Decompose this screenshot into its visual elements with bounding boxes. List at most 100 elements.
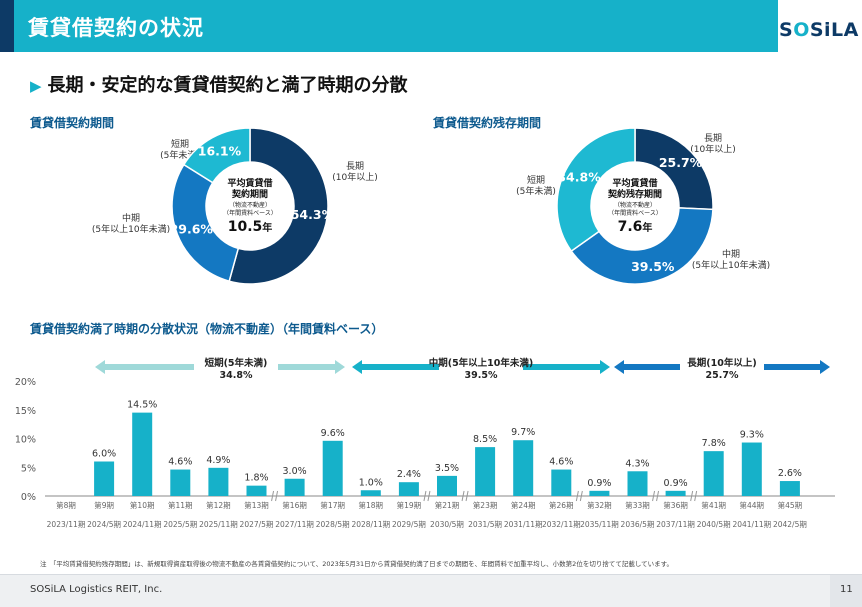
range-value-2: 25.7% [706, 370, 739, 381]
x-category-label-19: 第45期 [778, 500, 803, 510]
x-category-label-1: 第9期 [94, 500, 114, 510]
pie1-center-line2: 契約期間 [231, 188, 268, 200]
x-date-label-0: 2023/11期 [47, 520, 86, 529]
axis-break-mark-1 [423, 490, 431, 502]
bar-value-label-13: 4.6% [549, 457, 573, 468]
x-date-label-6: 2027/11期 [275, 520, 314, 529]
bar-value-label-5: 1.8% [244, 473, 268, 484]
pie1-label-short: 短期 (5年未満) [160, 140, 200, 161]
x-category-label-13: 第26期 [549, 500, 574, 510]
x-category-label-8: 第18期 [359, 500, 384, 510]
x-date-label-7: 2028/5期 [316, 520, 350, 529]
bar-18 [741, 442, 762, 496]
bar-value-label-15: 4.3% [625, 458, 649, 469]
bar-3 [170, 469, 191, 496]
bar-value-label-18: 9.3% [740, 430, 764, 441]
triangle-bullet-icon: ▶ [30, 77, 42, 95]
bar-4 [208, 467, 229, 496]
bar-11 [475, 447, 496, 496]
bar-13 [551, 469, 572, 496]
pie1-slice-2 [182, 127, 251, 184]
range-name-0: 短期(5年未満) [205, 357, 268, 369]
axis-break-mark-3 [575, 490, 583, 502]
range-name-1: 中期(5年以上10年未満) [429, 357, 534, 369]
y-tick-label-4: 20% [15, 377, 36, 388]
bar-chart-expiry-distribution: 0% 5% 10% 15% 20% 第8期 2023/11期 6.0% 第9期 2024/5期 14… [15, 357, 835, 529]
footer: SOSiLA Logistics REIT, Inc. 11 [0, 574, 862, 607]
x-category-label-3: 第11期 [168, 500, 193, 510]
axis-break-mark-2 [461, 490, 469, 502]
range-value-0: 34.8% [220, 370, 253, 381]
x-category-label-2: 第10期 [130, 500, 155, 510]
x-category-label-0: 第8期 [56, 500, 76, 510]
x-date-label-9: 2029/5期 [392, 520, 426, 529]
x-category-label-9: 第19期 [397, 500, 422, 510]
footnote: 注 「平均賃貸借契約残存期間」は、新規取得資産取得後の物流不動産の各賃貸借契約に… [40, 560, 673, 568]
bar-chart-title: 賃貸借契約満了時期の分散状況（物流不動産）（年間賃料ベース） [30, 322, 384, 336]
pie2-center-line2: 契約残存期間 [607, 188, 662, 200]
bar-12 [513, 440, 534, 496]
pie2-center-value: 7.6年 [618, 219, 653, 235]
bar-value-label-19: 2.6% [778, 468, 802, 479]
footer-company: SOSiLA Logistics REIT, Inc. [30, 584, 163, 595]
x-date-label-2: 2024/11期 [123, 520, 162, 529]
x-date-label-3: 2025/5期 [163, 520, 197, 529]
pie1-center-line3: （物流不動産） [229, 201, 271, 209]
bar-value-label-2: 14.5% [127, 400, 157, 411]
section-subtitle: ▶ 長期・安定的な賃貸借契約と満了時期の分散 [30, 75, 408, 96]
bar-19 [779, 481, 800, 496]
bar-value-label-11: 8.5% [473, 434, 497, 445]
page-number: 11 [840, 584, 853, 595]
pie2-label-long: 長期 (10年以上) [690, 134, 736, 155]
x-date-label-13: 2032/11期 [542, 520, 581, 529]
x-category-label-11: 第23期 [473, 500, 498, 510]
header-accent [0, 0, 14, 52]
x-date-label-4: 2025/11期 [199, 520, 238, 529]
pie2-slice-0 [634, 127, 714, 211]
bar-14 [589, 490, 610, 496]
pie2-slice-1 [570, 207, 714, 285]
pie1-center-line4: （年間賃料ベース） [223, 209, 277, 217]
page-title: 賃貸借契約の状況 [28, 16, 204, 40]
range-arrow-right-0 [278, 360, 345, 374]
pie1-slice-label-0: 54.3% [291, 207, 330, 222]
x-category-label-10: 第21期 [435, 500, 460, 510]
range-arrow-left-2 [614, 360, 680, 374]
y-tick-label-0: 0% [21, 492, 36, 503]
x-date-label-12: 2031/11期 [504, 520, 543, 529]
bar-value-label-3: 4.6% [168, 457, 192, 468]
pie1-slice-label-1: 29.6% [170, 221, 213, 236]
x-date-label-11: 2031/5期 [468, 520, 502, 529]
bar-value-label-6: 3.0% [283, 466, 307, 477]
axis-break-mark-4 [652, 490, 660, 502]
bar-value-label-14: 0.9% [587, 478, 611, 489]
pie2-center-line1: 平均賃貸借 [612, 177, 657, 189]
bar-value-label-16: 0.9% [664, 478, 688, 489]
x-date-label-17: 2040/5期 [697, 520, 731, 529]
pie2-slice-label-1: 39.5% [631, 259, 675, 274]
pie2-slice-label-2: 34.8% [557, 170, 601, 185]
range-value-1: 39.5% [465, 370, 498, 381]
header-bar: 賃貸借契約の状況 [0, 0, 778, 52]
pie1-slice-1 [171, 163, 240, 283]
x-date-label-18: 2041/11期 [732, 520, 771, 529]
x-date-label-15: 2036/5期 [621, 520, 655, 529]
bar-value-label-1: 6.0% [92, 449, 116, 460]
bar-2 [132, 412, 153, 496]
pie-chart-remaining-period: 25.7% 39.5% 34.8% 平均賃貸借契約残存期間（物流不動産）（年間賃料ベー… [556, 127, 714, 285]
bar-6 [284, 478, 305, 496]
pie2-center-line4: （年間賃料ベース） [608, 209, 662, 217]
x-date-label-8: 2028/11期 [351, 520, 390, 529]
x-category-label-14: 第32期 [587, 500, 612, 510]
range-arrow-right-1 [523, 360, 610, 374]
pie1-slice-0 [228, 127, 329, 285]
bar-value-label-8: 1.0% [359, 477, 383, 488]
range-arrow-left-0 [95, 360, 194, 374]
bar-value-label-12: 9.7% [511, 427, 535, 438]
x-date-label-1: 2024/5期 [87, 520, 121, 529]
x-date-label-10: 2030/5期 [430, 520, 464, 529]
range-arrow-right-2 [764, 360, 830, 374]
pie-chart-contract-period: 54.3% 29.6% 16.1% 平均賃貸借契約期間（物流不動産）（年間賃料ベース）… [170, 127, 330, 285]
x-category-label-4: 第12期 [206, 500, 231, 510]
range-name-2: 長期(10年以上) [687, 357, 756, 369]
